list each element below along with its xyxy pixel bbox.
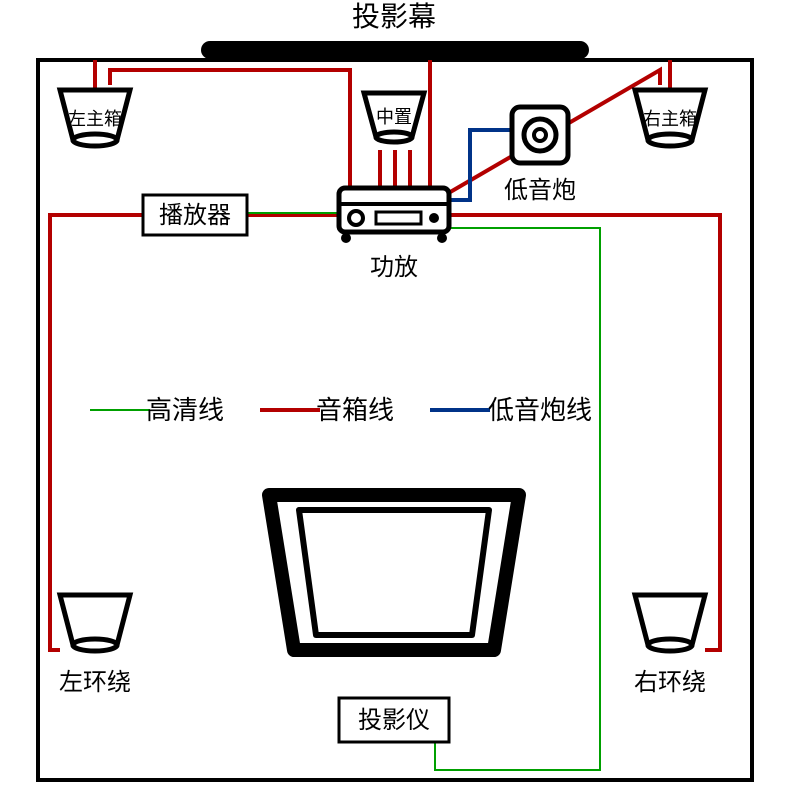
legend: 高清线 音箱线 低音炮线 bbox=[90, 395, 592, 425]
sofa-icon bbox=[269, 495, 519, 650]
left-main-label: 左主箱 bbox=[68, 109, 122, 129]
legend-label-speaker: 音箱线 bbox=[316, 395, 394, 425]
projector-labelbox: 投影仪 bbox=[339, 698, 449, 742]
subwoofer-icon bbox=[512, 107, 568, 163]
right-main-speaker-icon: 右主箱 bbox=[635, 90, 705, 146]
projector-label: 投影仪 bbox=[358, 707, 430, 734]
amplifier-label: 功放 bbox=[370, 254, 418, 281]
amplifier-icon bbox=[339, 188, 449, 243]
legend-label-sub: 低音炮线 bbox=[488, 395, 592, 425]
diagram-root: 投影幕 左主箱 右主箱 中置 低音炮 功放 bbox=[0, 0, 789, 805]
left-main-speaker-icon: 左主箱 bbox=[60, 90, 130, 146]
center-speaker-icon: 中置 bbox=[364, 93, 424, 142]
center-label: 中置 bbox=[376, 107, 412, 127]
legend-label-hdmi: 高清线 bbox=[146, 395, 224, 425]
left-surround-label: 左环绕 bbox=[59, 669, 131, 696]
right-surround-label: 右环绕 bbox=[634, 669, 706, 696]
right-main-label: 右主箱 bbox=[643, 109, 697, 129]
title-screen: 投影幕 bbox=[352, 1, 436, 32]
subwoofer-label: 低音炮 bbox=[504, 177, 576, 204]
player-label: 播放器 bbox=[159, 202, 231, 229]
left-surround-icon bbox=[60, 595, 130, 651]
player-labelbox: 播放器 bbox=[143, 195, 247, 235]
right-surround-icon bbox=[635, 595, 705, 651]
